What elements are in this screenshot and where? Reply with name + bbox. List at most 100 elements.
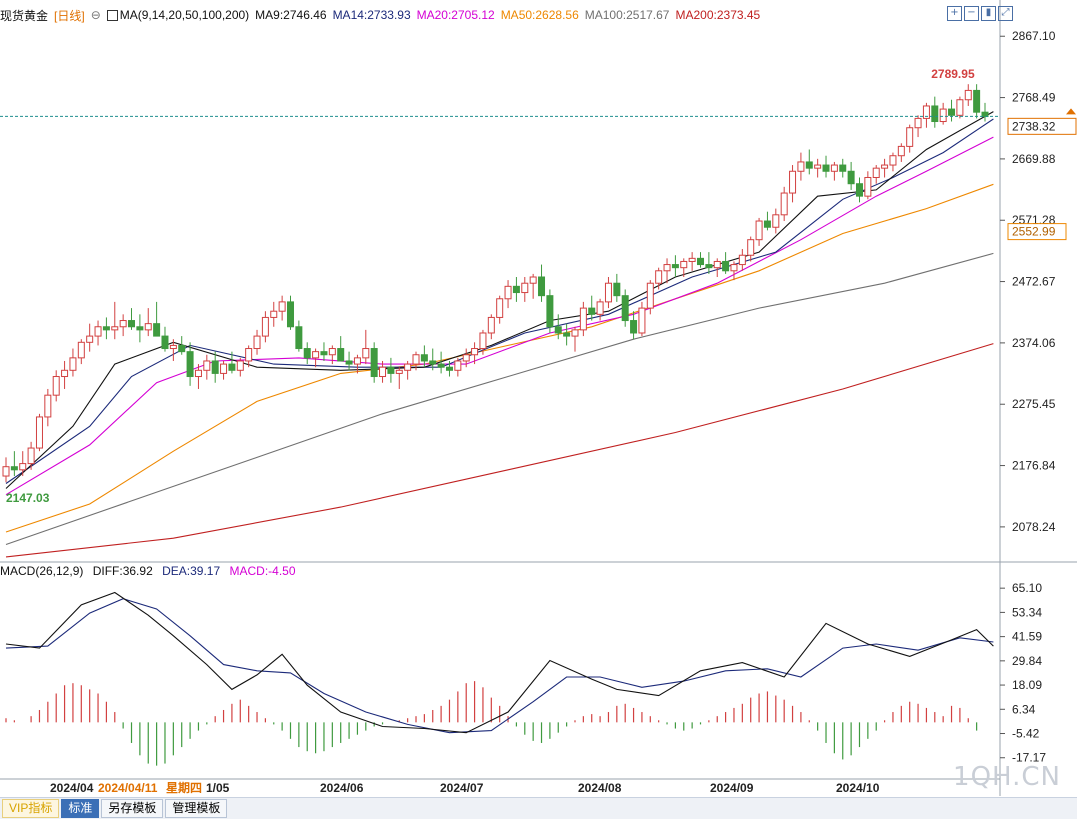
candle-body: [630, 320, 638, 334]
macd-header: MACD(26,12,9) DIFF:36.92 DEA:39.17 MACD:…: [0, 564, 302, 578]
candle-body: [772, 214, 780, 228]
candle-body: [638, 307, 646, 334]
settings-circle-icon[interactable]: ⊖: [90, 8, 101, 22]
candle-body: [755, 220, 763, 241]
candle-body: [872, 167, 880, 178]
candle-body: [563, 332, 571, 337]
candle-body: [445, 366, 453, 371]
zoom-out-icon[interactable]: −: [964, 6, 979, 21]
time-axis-label: 2024/04/11: [98, 781, 158, 795]
candle-body: [797, 161, 805, 172]
candle-body: [454, 360, 462, 371]
candle-body: [479, 332, 487, 350]
candle-body: [789, 170, 797, 194]
candle-body: [102, 326, 110, 331]
candle-body: [504, 285, 512, 300]
candle-body: [253, 335, 261, 350]
candle-body: [194, 369, 202, 378]
macd-tick-label: 65.10: [1012, 581, 1042, 595]
zoom-in-icon[interactable]: +: [947, 6, 962, 21]
candle-body: [169, 344, 177, 350]
candle-body: [906, 127, 914, 147]
candle-body: [278, 301, 286, 312]
candle-body: [337, 348, 345, 362]
candle-body: [270, 310, 278, 318]
candle-body: [613, 282, 621, 297]
candle-body: [44, 394, 52, 418]
ma50-tag-box: [1007, 223, 1067, 241]
ma100-value: MA100:2517.67: [584, 8, 670, 22]
price-tick-label: 2867.10: [1012, 29, 1056, 43]
tab-save-template[interactable]: 另存模板: [101, 799, 164, 818]
candle-body: [663, 264, 671, 272]
candle-body: [713, 260, 721, 269]
ma9-line: [5, 111, 994, 489]
macd-tick-label: 41.59: [1012, 630, 1042, 644]
candle-body: [512, 285, 520, 294]
candle-body: [462, 354, 470, 362]
candle-body: [362, 348, 370, 359]
candle-body: [437, 363, 445, 368]
candle-body: [646, 282, 654, 309]
candle-body: [855, 183, 863, 197]
time-axis-label: 2024/10: [836, 781, 880, 795]
candle-body: [94, 326, 102, 337]
low-annotation: 2147.03: [6, 491, 50, 505]
ma-definition: MA(9,14,20,50,100,200): [119, 8, 250, 22]
time-axis-label: 2024/08: [578, 781, 622, 795]
candle-body: [579, 307, 587, 331]
macd-diff-value: DIFF:36.92: [92, 564, 153, 578]
candle-body: [864, 176, 872, 197]
candle-body: [722, 260, 730, 272]
ma50-line: [5, 183, 994, 533]
candle-body: [86, 335, 94, 343]
candle-body: [680, 260, 688, 269]
candle-body: [345, 360, 353, 365]
candle-body: [571, 329, 579, 337]
ma50-value: MA50:2628.56: [500, 8, 579, 22]
candle-body: [69, 357, 77, 371]
price-tick-label: 2768.49: [1012, 91, 1056, 105]
candle-body: [412, 354, 420, 365]
period-label[interactable]: [日线]: [54, 8, 85, 23]
tab-standard[interactable]: 标准: [61, 799, 100, 818]
ma-checkbox-icon[interactable]: [106, 9, 118, 21]
candle-body: [429, 360, 437, 365]
fit-icon[interactable]: ▮: [981, 6, 996, 21]
candle-body: [387, 366, 395, 374]
macd-diff-line: [5, 591, 994, 734]
candle-body: [939, 108, 947, 123]
candle-body: [839, 164, 847, 172]
candle-body: [61, 369, 69, 378]
macd-tick-label: 18.09: [1012, 678, 1042, 692]
candle-body: [220, 363, 228, 374]
candle-body: [379, 366, 387, 378]
candle-body: [203, 360, 211, 371]
chart-toolbar: + − ▮ ⤢: [947, 6, 1013, 21]
candle-body: [655, 270, 663, 284]
candle-body: [119, 320, 127, 328]
candle-body: [931, 105, 939, 123]
candle-body: [144, 323, 152, 331]
candle-body: [286, 301, 294, 328]
expand-icon[interactable]: ⤢: [998, 6, 1013, 21]
last-price-label: 2738.32: [1012, 119, 1056, 133]
ma100-line: [5, 252, 994, 546]
tab-manage-template[interactable]: 管理模板: [165, 799, 228, 818]
candle-body: [35, 416, 43, 449]
ma50-tag-label: 2552.99: [1012, 225, 1056, 239]
time-axis-label: 1/05: [206, 781, 230, 795]
candle-body: [328, 348, 336, 356]
candle-body: [697, 257, 705, 266]
candle-body: [763, 220, 771, 228]
candle-body: [847, 170, 855, 185]
candle-body: [19, 463, 27, 471]
candle-body: [546, 295, 554, 328]
chart-header: 现货黄金 [日线] ⊖ MA(9,14,20,50,100,200) MA9:2…: [0, 6, 766, 24]
price-tick-label: 2374.06: [1012, 336, 1056, 350]
candle-body: [186, 351, 194, 378]
candle-body: [10, 466, 18, 471]
candle-body: [161, 335, 169, 350]
tab-vip-indicators[interactable]: VIP指标: [2, 799, 60, 818]
